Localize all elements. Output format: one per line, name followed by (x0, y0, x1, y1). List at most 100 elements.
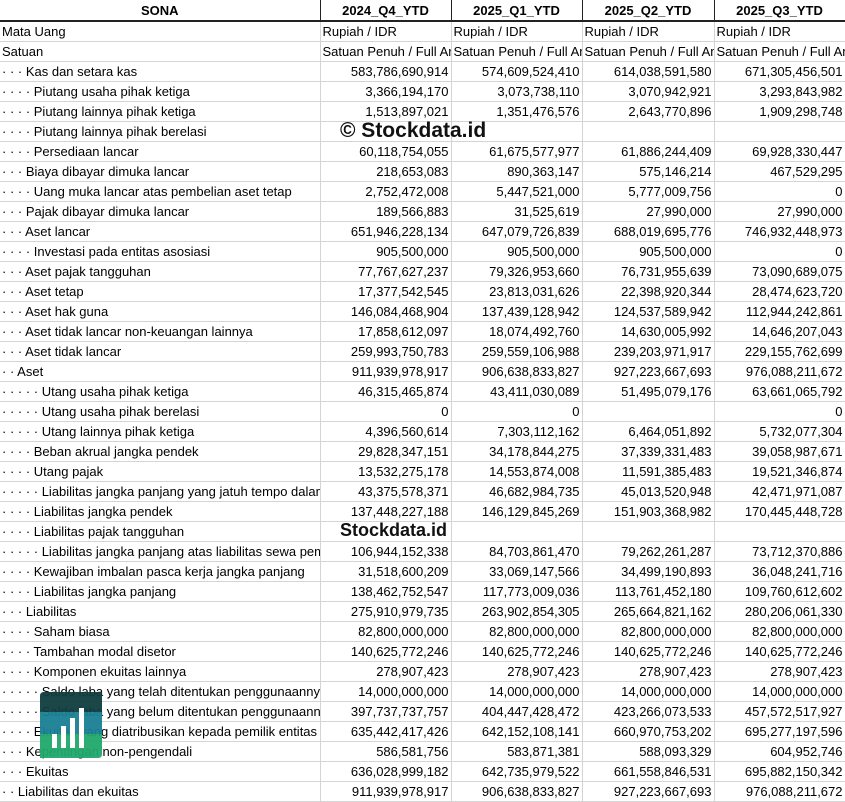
header-period[interactable]: 2025_Q3_YTD (714, 0, 845, 22)
value-cell[interactable]: 614,038,591,580 (582, 61, 715, 82)
value-cell[interactable]: 927,223,667,693 (582, 781, 715, 802)
value-cell[interactable]: 5,777,009,756 (582, 181, 715, 202)
value-cell[interactable]: 906,638,833,827 (451, 361, 583, 382)
value-cell[interactable]: 27,990,000 (714, 201, 845, 222)
value-cell[interactable]: 642,152,108,141 (451, 721, 583, 742)
value-cell[interactable]: 23,813,031,626 (451, 281, 583, 302)
value-cell[interactable]: 642,735,979,522 (451, 761, 583, 782)
value-cell[interactable]: 106,944,152,338 (320, 541, 452, 562)
value-cell[interactable]: 218,653,083 (320, 161, 452, 182)
value-cell[interactable]: 22,398,920,344 (582, 281, 715, 302)
value-cell[interactable]: 151,903,368,982 (582, 501, 715, 522)
row-label-cell[interactable]: · · · Aset tidak lancar non-keuangan lai… (0, 321, 321, 342)
row-label-cell[interactable]: · · · · Ekuitas yang diatribusikan kepad… (0, 721, 321, 742)
row-label-cell[interactable]: · · · Kepentingan non-pengendali (0, 741, 321, 762)
value-cell[interactable]: 34,499,190,893 (582, 561, 715, 582)
value-cell[interactable]: Satuan Penuh / Full Amount (714, 41, 845, 62)
value-cell[interactable]: 574,609,524,410 (451, 61, 583, 82)
row-label-cell[interactable]: · · · Kas dan setara kas (0, 61, 321, 82)
value-cell[interactable]: 46,682,984,735 (451, 481, 583, 502)
value-cell[interactable]: 905,500,000 (320, 241, 452, 262)
value-cell[interactable]: 14,630,005,992 (582, 321, 715, 342)
value-cell[interactable]: 265,664,821,162 (582, 601, 715, 622)
row-label-cell[interactable]: · · · · Piutang lainnya pihak berelasi (0, 121, 321, 142)
row-label-cell[interactable]: · · · Liabilitas (0, 601, 321, 622)
value-cell[interactable]: 457,572,517,927 (714, 701, 845, 722)
value-cell[interactable]: 1,351,476,576 (451, 101, 583, 122)
value-cell[interactable]: 0 (714, 181, 845, 202)
header-period[interactable]: 2025_Q1_YTD (451, 0, 583, 22)
value-cell[interactable]: 39,058,987,671 (714, 441, 845, 462)
value-cell[interactable]: 671,305,456,501 (714, 61, 845, 82)
value-cell[interactable]: 259,993,750,783 (320, 341, 452, 362)
row-label-cell[interactable]: · · · · · Saldo laba yang telah ditentuk… (0, 681, 321, 702)
row-label-cell[interactable]: · · · · Tambahan modal disetor (0, 641, 321, 662)
value-cell[interactable]: 17,858,612,097 (320, 321, 452, 342)
value-cell[interactable]: 911,939,978,917 (320, 781, 452, 802)
value-cell[interactable]: 467,529,295 (714, 161, 845, 182)
value-cell[interactable]: 0 (320, 401, 452, 422)
value-cell[interactable]: 661,558,846,531 (582, 761, 715, 782)
value-cell[interactable]: 660,970,753,202 (582, 721, 715, 742)
value-cell[interactable]: 61,886,244,409 (582, 141, 715, 162)
value-cell[interactable]: 5,732,077,304 (714, 421, 845, 442)
value-cell[interactable] (582, 401, 715, 422)
value-cell[interactable]: 43,411,030,089 (451, 381, 583, 402)
value-cell[interactable]: 905,500,000 (582, 241, 715, 262)
value-cell[interactable]: 112,944,242,861 (714, 301, 845, 322)
value-cell[interactable]: 263,902,854,305 (451, 601, 583, 622)
value-cell[interactable]: 3,070,942,921 (582, 81, 715, 102)
value-cell[interactable]: 137,439,128,942 (451, 301, 583, 322)
row-label-cell[interactable]: · · · · Piutang lainnya pihak ketiga (0, 101, 321, 122)
value-cell[interactable]: 45,013,520,948 (582, 481, 715, 502)
value-cell[interactable]: 229,155,762,699 (714, 341, 845, 362)
value-cell[interactable]: 1,909,298,748 (714, 101, 845, 122)
row-label-cell[interactable]: · · · · Komponen ekuitas lainnya (0, 661, 321, 682)
value-cell[interactable]: Satuan Penuh / Full Amount (582, 41, 715, 62)
row-label-cell[interactable]: · · · Pajak dibayar dimuka lancar (0, 201, 321, 222)
row-label-cell[interactable]: · · · · Persediaan lancar (0, 141, 321, 162)
row-label-cell[interactable]: · · · Ekuitas (0, 761, 321, 782)
value-cell[interactable] (582, 121, 715, 142)
row-label-cell[interactable]: · · Liabilitas dan ekuitas (0, 781, 321, 802)
value-cell[interactable]: 0 (714, 241, 845, 262)
value-cell[interactable]: 5,447,521,000 (451, 181, 583, 202)
value-cell[interactable]: 73,090,689,075 (714, 261, 845, 282)
value-cell[interactable]: 976,088,211,672 (714, 781, 845, 802)
value-cell[interactable]: 636,028,999,182 (320, 761, 452, 782)
value-cell[interactable]: 42,471,971,087 (714, 481, 845, 502)
value-cell[interactable]: 890,363,147 (451, 161, 583, 182)
row-label-cell[interactable]: · · · Aset pajak tangguhan (0, 261, 321, 282)
value-cell[interactable]: 14,646,207,043 (714, 321, 845, 342)
value-cell[interactable]: 14,000,000,000 (714, 681, 845, 702)
value-cell[interactable]: 117,773,009,036 (451, 581, 583, 602)
value-cell[interactable]: 647,079,726,839 (451, 221, 583, 242)
value-cell[interactable]: 82,800,000,000 (582, 621, 715, 642)
value-cell[interactable]: 278,907,423 (320, 661, 452, 682)
row-label-cell[interactable]: · · · · Liabilitas jangka panjang (0, 581, 321, 602)
header-period[interactable]: 2024_Q4_YTD (320, 0, 452, 22)
row-label-cell[interactable]: · · · Aset tetap (0, 281, 321, 302)
row-label-cell[interactable]: · · · · · Utang lainnya pihak ketiga (0, 421, 321, 442)
value-cell[interactable]: 28,474,623,720 (714, 281, 845, 302)
value-cell[interactable]: 27,990,000 (582, 201, 715, 222)
value-cell[interactable]: Rupiah / IDR (582, 21, 715, 42)
value-cell[interactable] (320, 121, 452, 142)
value-cell[interactable]: 278,907,423 (582, 661, 715, 682)
value-cell[interactable]: 404,447,428,472 (451, 701, 583, 722)
value-cell[interactable]: 0 (714, 401, 845, 422)
value-cell[interactable]: 76,731,955,639 (582, 261, 715, 282)
value-cell[interactable]: 109,760,612,602 (714, 581, 845, 602)
row-label-cell[interactable]: · · · · Saham biasa (0, 621, 321, 642)
value-cell[interactable]: 60,118,754,055 (320, 141, 452, 162)
value-cell[interactable]: 36,048,241,716 (714, 561, 845, 582)
value-cell[interactable]: 0 (451, 401, 583, 422)
value-cell[interactable]: 14,000,000,000 (320, 681, 452, 702)
value-cell[interactable]: 278,907,423 (714, 661, 845, 682)
value-cell[interactable]: Satuan Penuh / Full Amount (320, 41, 452, 62)
value-cell[interactable]: 79,326,953,660 (451, 261, 583, 282)
value-cell[interactable]: 688,019,695,776 (582, 221, 715, 242)
row-label-cell[interactable]: · · · · · Utang usaha pihak ketiga (0, 381, 321, 402)
value-cell[interactable]: 19,521,346,874 (714, 461, 845, 482)
value-cell[interactable]: 46,315,465,874 (320, 381, 452, 402)
